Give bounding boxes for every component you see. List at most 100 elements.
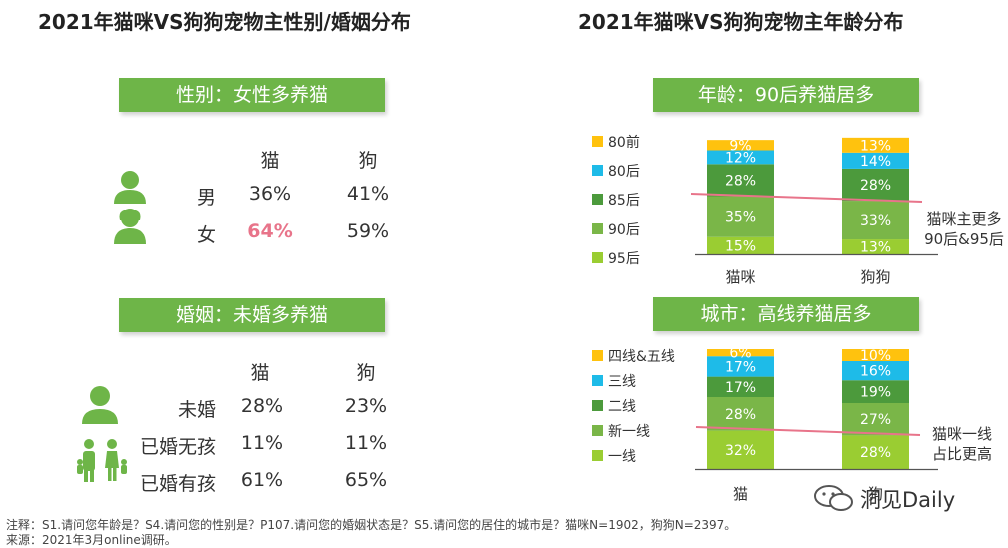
gender-row-male-cat: 36% (248, 183, 292, 205)
bar-segment (842, 435, 909, 469)
left-title: 2021年猫咪VS狗狗宠物主性别/婚姻分布 (38, 10, 411, 34)
bar-segment (842, 152, 909, 169)
city-banner: 城市：高线养猫居多 (653, 297, 919, 331)
legend-swatch (592, 194, 603, 205)
bar-data-label: 9% (729, 138, 751, 154)
bar-segment (707, 397, 774, 431)
legend-swatch (592, 223, 603, 234)
annotation-text: 猫咪主更多 (926, 210, 1001, 228)
bar-segment (842, 137, 909, 153)
bar-data-label: 17% (725, 380, 756, 396)
gender-row-female-dog: 59% (346, 220, 390, 242)
bar-data-label: 28% (725, 173, 756, 189)
bar-segment (707, 236, 774, 254)
bar-data-label: 33% (860, 213, 891, 229)
bar-segment (707, 164, 774, 197)
legend-label: 95后 (608, 251, 640, 267)
gender-col-dog: 狗 (358, 150, 378, 172)
trend-line (695, 426, 921, 436)
annotation-text: 猫咪一线 (932, 425, 992, 443)
bar-data-label: 17% (725, 359, 756, 375)
gender-row-male-dog: 41% (346, 183, 390, 205)
bar-segment (842, 361, 909, 381)
category-label: 猫咪 (725, 268, 755, 286)
bar-segment (707, 430, 774, 469)
bar-data-label: 35% (725, 210, 756, 226)
marriage-col-dog: 狗 (356, 362, 376, 384)
category-label: 猫 (733, 485, 748, 503)
bar-data-label: 15% (725, 238, 756, 254)
bar-segment (842, 239, 909, 254)
bar-data-label: 28% (860, 445, 891, 461)
bar-data-label: 13% (860, 138, 891, 154)
bar-data-label: 28% (725, 407, 756, 423)
marriage-row-nokids-cat: 11% (240, 432, 284, 454)
marriage-row-kids-label: 已婚有孩 (139, 473, 216, 495)
legend-swatch (592, 375, 603, 386)
gender-row-female-cat: 64% (247, 220, 293, 242)
legend-label: 三线 (608, 374, 636, 390)
bar-data-label: 12% (725, 150, 756, 166)
marriage-row-single-cat: 28% (240, 395, 284, 417)
legend-label: 一线 (608, 449, 636, 465)
bar-segment (842, 168, 909, 202)
annotation-text: 占比更高 (932, 445, 992, 463)
gender-row-female-label: 女 (196, 224, 216, 246)
legend-label: 80后 (608, 164, 640, 180)
category-label: 狗 (868, 485, 883, 503)
gender-row-male-label: 男 (196, 187, 216, 209)
trend-line (690, 193, 923, 203)
bar-data-label: 32% (725, 443, 756, 459)
bar-segment (707, 196, 774, 237)
right-title: 2021年猫咪VS狗狗宠物主年龄分布 (578, 10, 904, 34)
marriage-row-kids-cat: 61% (240, 469, 284, 491)
legend-label: 90后 (608, 222, 640, 238)
age-stacked-bar-chart: 80前 80后 85后 90后 95后 15% 35% 28% 12%9% 猫咪 13% 33% 28%… (592, 134, 1004, 286)
bar-segment (842, 201, 909, 240)
bar-segment (842, 349, 909, 361)
bar-data-label: 28% (860, 178, 891, 194)
legend-label: 80前 (608, 134, 640, 151)
legend-swatch (592, 165, 603, 176)
legend-swatch (592, 450, 603, 461)
legend-swatch (592, 400, 603, 411)
marriage-banner: 婚姻：未婚多养猫 (119, 298, 385, 332)
bar-segment (842, 403, 909, 436)
source-note: 来源：2021年3月online调研。 (6, 533, 177, 547)
legend-label: 85后 (608, 193, 640, 209)
bar-data-label: 19% (860, 385, 891, 401)
category-label: 狗狗 (860, 268, 890, 286)
bar-data-label: 27% (860, 412, 891, 428)
bar-data-label: 6% (729, 346, 751, 362)
person-icons-gender (114, 171, 146, 244)
footnote: 注释：S1.请问您年龄是？S4.请问您的性别是？P107.请问您的婚姻状态是？S… (6, 518, 737, 532)
bar-data-label: 13% (860, 240, 891, 256)
family-icon (77, 439, 127, 482)
marriage-row-single-dog: 23% (344, 395, 388, 417)
person-icons-marriage (77, 386, 127, 482)
marriage-row-kids-dog: 65% (344, 469, 388, 491)
legend-label: 新一线 (608, 424, 650, 440)
bar-data-label: 16% (860, 364, 891, 380)
bar-segment (842, 380, 909, 403)
bar-segment (707, 376, 774, 397)
wechat-icon (814, 485, 853, 511)
legend-swatch (592, 425, 603, 436)
bar-data-label: 14% (860, 154, 891, 170)
legend-label: 四线&五线 (608, 349, 675, 365)
legend-swatch (592, 136, 603, 147)
legend-swatch (592, 252, 603, 263)
marriage-col-cat: 猫 (250, 362, 270, 384)
watermark-text: 洞见Daily (860, 488, 956, 512)
annotation-text: 90后&95后 (924, 230, 1004, 248)
gender-banner: 性别：女性多养猫 (119, 78, 385, 112)
gender-col-cat: 猫 (260, 150, 280, 172)
bar-segment (707, 349, 774, 357)
bar-segment (707, 150, 774, 165)
legend-swatch (592, 350, 603, 361)
bar-segment (707, 356, 774, 377)
marriage-row-nokids-label: 已婚无孩 (139, 436, 216, 458)
female-icon (114, 209, 146, 244)
bar-data-label: 10% (860, 348, 891, 364)
male-icon (114, 171, 146, 204)
